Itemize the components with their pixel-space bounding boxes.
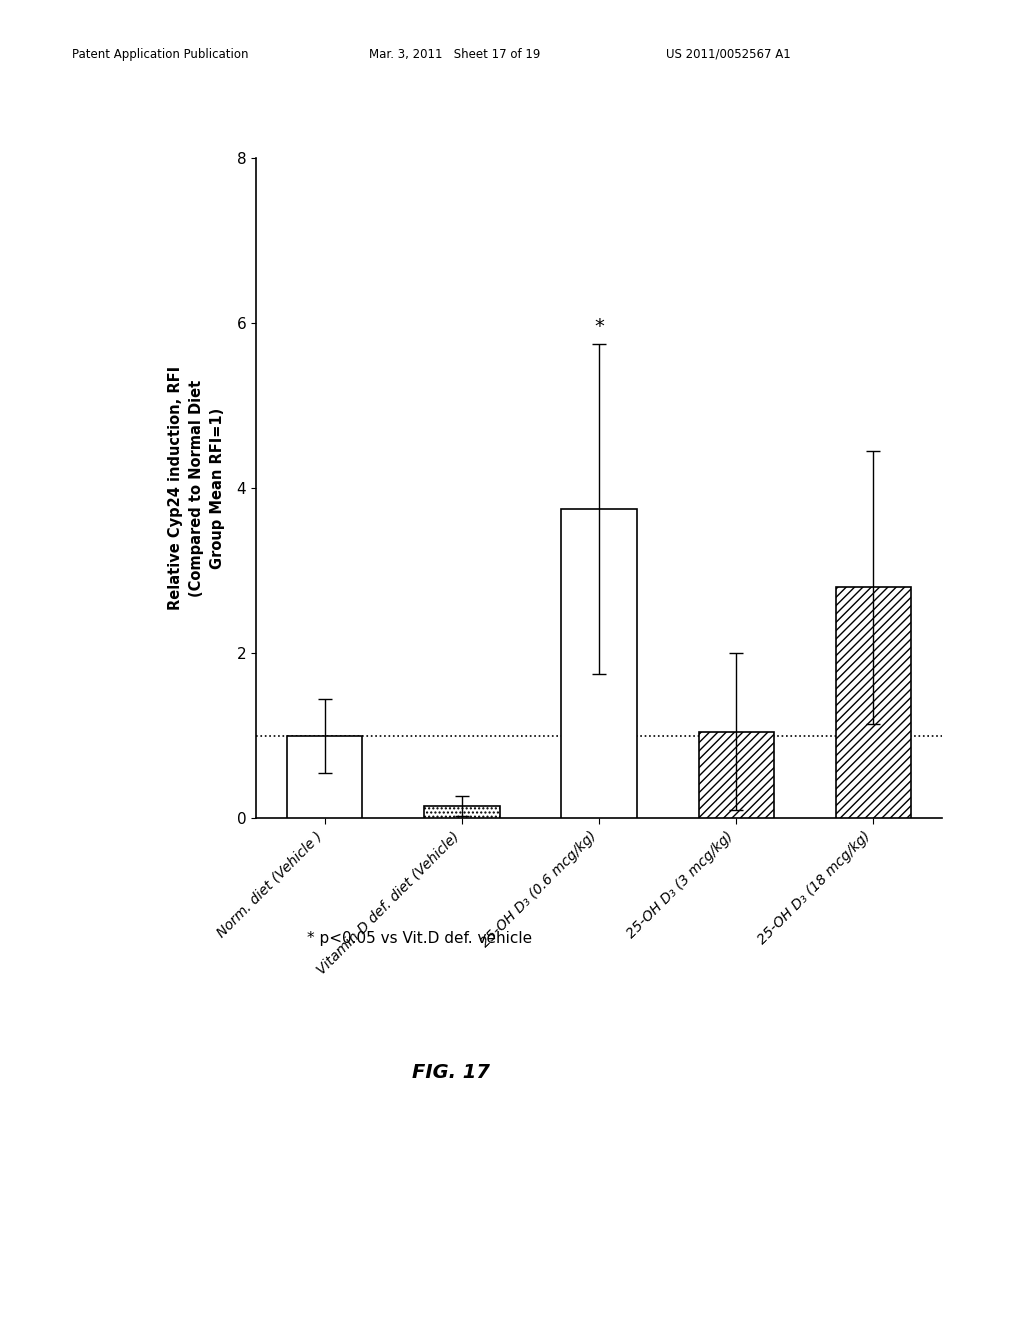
Text: FIG. 17: FIG. 17	[412, 1063, 489, 1081]
Text: *: *	[594, 317, 604, 335]
Bar	[287, 737, 362, 818]
Text: Patent Application Publication: Patent Application Publication	[72, 48, 248, 61]
Bar	[424, 807, 500, 818]
Bar	[836, 587, 911, 818]
Y-axis label: Relative Cyp24 induction, RFI
(Compared to Normal Diet
Group Mean RFI=1): Relative Cyp24 induction, RFI (Compared …	[168, 367, 225, 610]
Text: * p<0.05 vs Vit.D def. vehicle: * p<0.05 vs Vit.D def. vehicle	[307, 931, 532, 945]
Text: US 2011/0052567 A1: US 2011/0052567 A1	[666, 48, 791, 61]
Bar	[698, 731, 774, 818]
Bar	[561, 510, 637, 818]
Text: Mar. 3, 2011   Sheet 17 of 19: Mar. 3, 2011 Sheet 17 of 19	[369, 48, 540, 61]
